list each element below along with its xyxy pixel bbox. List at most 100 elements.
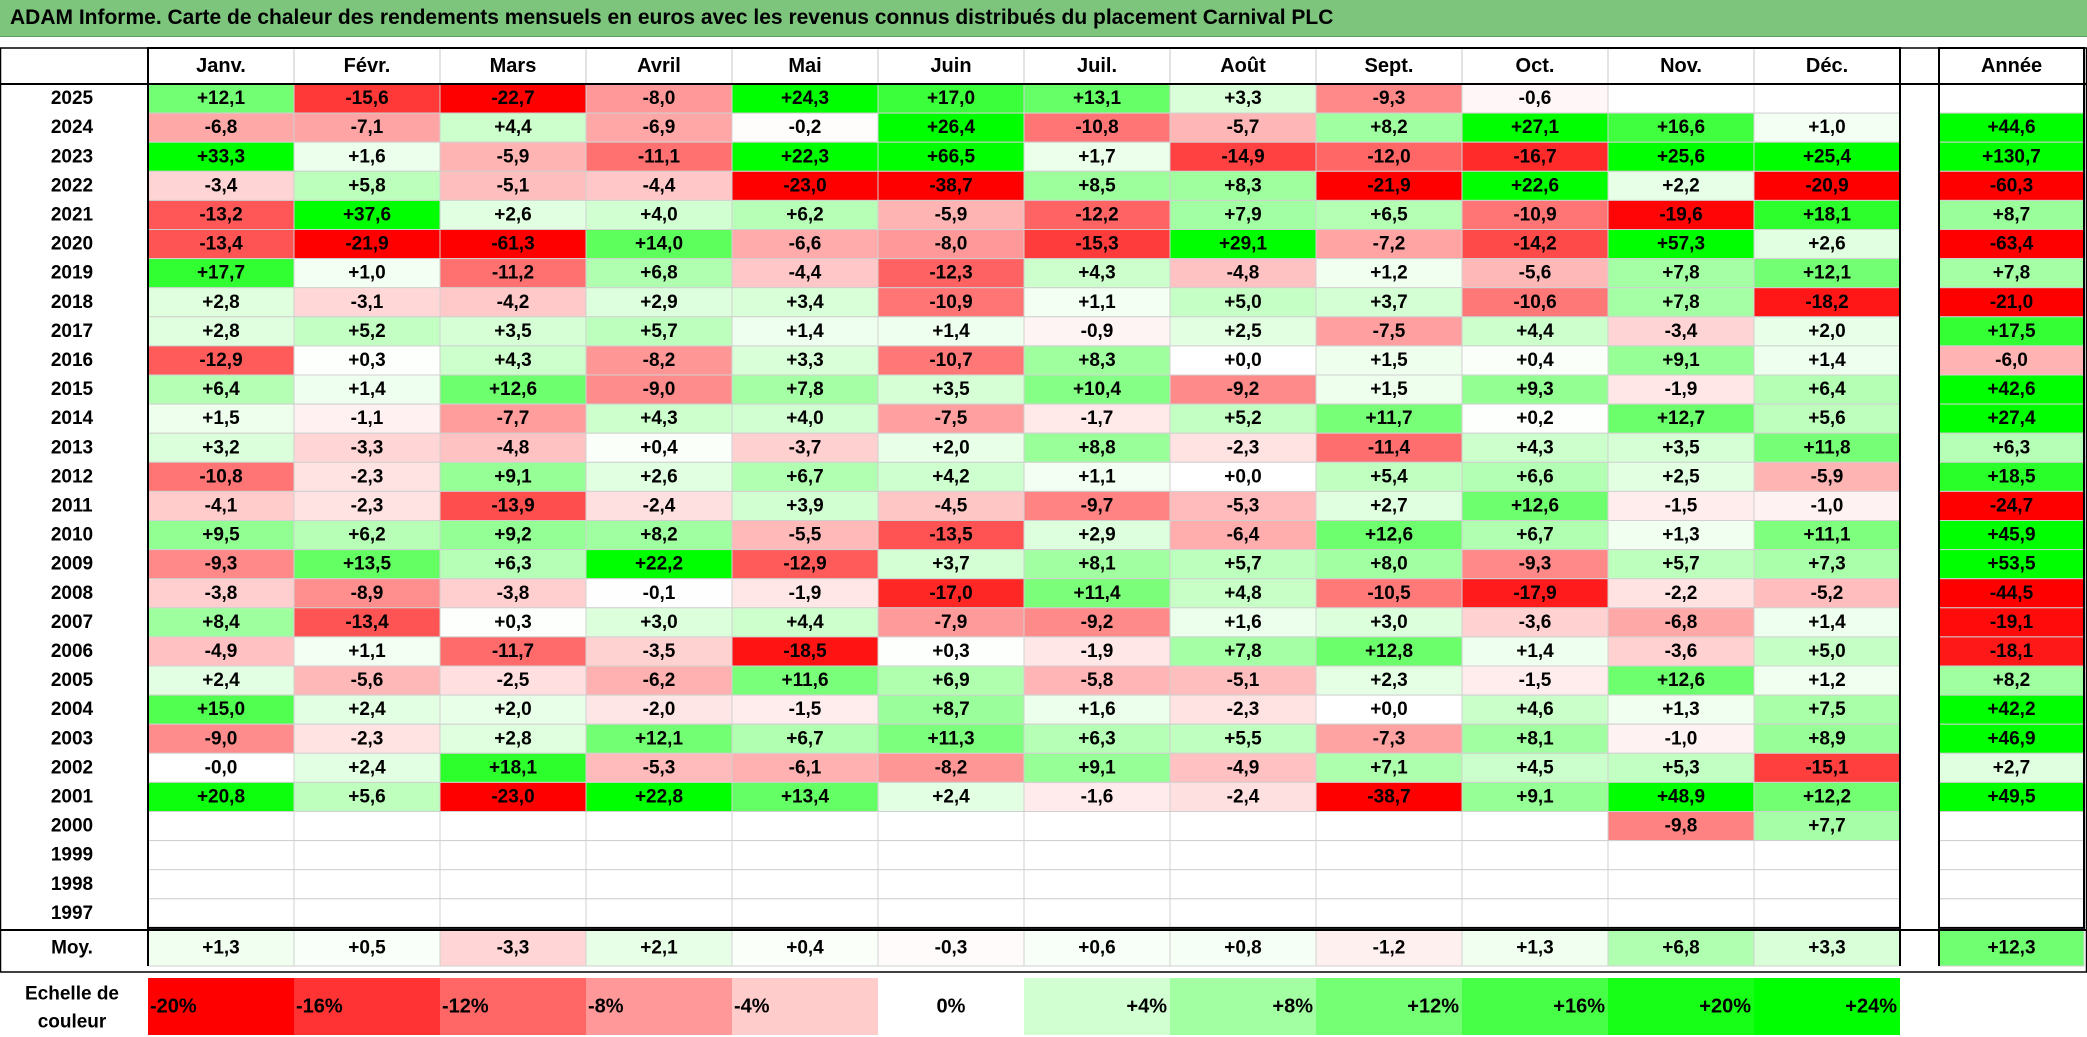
average-cell-value: +1,3 — [1516, 938, 1554, 959]
heatmap-cell-value: +29,1 — [1219, 234, 1268, 255]
annual-cell-value: +49,5 — [1987, 786, 2036, 807]
heatmap-cell — [439, 520, 587, 551]
heatmap-cell — [585, 520, 733, 551]
heatmap-cell-value: +9,1 — [1516, 786, 1554, 807]
heatmap-cell — [731, 229, 879, 260]
heatmap-cell — [147, 490, 295, 521]
heatmap-cell-value: -2,5 — [497, 670, 530, 691]
month-header-label: Sept. — [1365, 55, 1414, 77]
heatmap-cell — [293, 229, 441, 260]
year-label: 1997 — [51, 903, 93, 924]
average-cell-value: +3,3 — [1808, 938, 1846, 959]
heatmap-cell-value: -11,2 — [492, 263, 534, 284]
heatmap-cell — [1607, 840, 1755, 871]
month-header-cell — [147, 47, 295, 85]
heatmap-cell — [147, 432, 295, 463]
heatmap-cell-value: +4,4 — [494, 117, 532, 138]
heatmap-cell — [731, 141, 879, 172]
month-header-cell — [1315, 47, 1463, 85]
heatmap-cell-value: -3,1 — [351, 292, 384, 313]
heatmap-cell-value: -3,5 — [643, 641, 676, 662]
heatmap-cell-value: -61,3 — [491, 234, 534, 255]
heatmap-cell — [1169, 811, 1317, 842]
scale-swatch-label: -12% — [442, 996, 489, 1018]
heatmap-cell-value: +5,5 — [1224, 728, 1262, 749]
heatmap-cell-value: +9,3 — [1516, 379, 1554, 400]
annual-cell — [1938, 607, 2085, 638]
heatmap-cell-value: -21,9 — [345, 234, 388, 255]
heatmap-cell — [1023, 636, 1171, 667]
heatmap-cell — [1461, 898, 1609, 929]
heatmap-cell-value: -9,3 — [1519, 554, 1552, 575]
heatmap-cell — [1169, 723, 1317, 754]
heatmap-cell-value: -13,4 — [199, 234, 243, 255]
heatmap-cell-value: +12,1 — [197, 88, 246, 109]
heatmap-cell-value: -16,7 — [1513, 146, 1556, 167]
heatmap-cell-value: -6,4 — [1227, 525, 1260, 546]
heatmap-cell — [147, 723, 295, 754]
heatmap-cell — [147, 287, 295, 318]
scale-swatch-label: -4% — [734, 996, 770, 1018]
heatmap-cell — [1023, 781, 1171, 813]
heatmap-cell — [585, 83, 733, 114]
heatmap-cell-value: +0,0 — [1370, 699, 1408, 720]
heatmap-cell-value: +7,3 — [1808, 554, 1846, 575]
heatmap-cell-value: -1,9 — [1081, 641, 1114, 662]
month-header-label: Avril — [637, 55, 681, 77]
heatmap-cell — [1753, 694, 1901, 725]
heatmap-cell-value: +4,0 — [640, 204, 678, 225]
annual-cell-value: -6,0 — [1995, 350, 2028, 371]
heatmap-cell — [439, 403, 587, 434]
average-cell-value: -0,3 — [935, 938, 968, 959]
heatmap-cell-value: +7,1 — [1370, 757, 1408, 778]
heatmap-cell-value: -6,8 — [205, 117, 238, 138]
heatmap-cell-value: +27,1 — [1511, 117, 1560, 138]
heatmap-cell-value: +5,6 — [1808, 408, 1846, 429]
heatmap-cell — [1753, 898, 1901, 929]
annual-cell — [1938, 316, 2085, 347]
heatmap-cell-value: +11,4 — [1073, 583, 1120, 604]
heatmap-cell — [1169, 636, 1317, 667]
month-header-label: Mai — [788, 55, 821, 77]
heatmap-cell — [147, 636, 295, 667]
heatmap-cell-value: +0,0 — [1224, 466, 1262, 487]
heatmap-cell-value: -2,0 — [643, 699, 676, 720]
heatmap-cell — [1315, 199, 1463, 230]
heatmap-cell-value: -5,3 — [643, 757, 676, 778]
heatmap-cell-value: -9,2 — [1081, 612, 1114, 633]
heatmap-cell-value: +8,2 — [640, 525, 678, 546]
heatmap-cell — [585, 781, 733, 813]
heatmap-cell — [1607, 781, 1755, 813]
heatmap-cell — [1461, 636, 1609, 667]
heatmap-cell — [877, 520, 1025, 551]
heatmap-cell — [439, 811, 587, 842]
year-label: 2000 — [51, 816, 93, 837]
heatmap-cell — [877, 83, 1025, 114]
heatmap-cell-value: -0,1 — [643, 583, 676, 604]
heatmap-cell-value: -9,8 — [1665, 816, 1698, 837]
heatmap-cell — [1315, 374, 1463, 405]
heatmap-cell — [147, 316, 295, 347]
heatmap-cell — [1315, 83, 1463, 114]
heatmap-cell — [1753, 112, 1901, 143]
heatmap-cell-value: -9,3 — [205, 554, 238, 575]
heatmap-cell — [731, 723, 879, 754]
heatmap-cell — [1753, 141, 1901, 172]
heatmap-cell — [1461, 694, 1609, 725]
heatmap-cell-value: +4,3 — [1516, 437, 1554, 458]
heatmap-cell — [1169, 432, 1317, 463]
annual-cell-value: -63,4 — [1990, 234, 2034, 255]
heatmap-cell — [877, 112, 1025, 143]
year-label: 2002 — [51, 757, 93, 778]
heatmap-cell — [1607, 898, 1755, 929]
annual-cell-value: +6,3 — [1993, 437, 2031, 458]
heatmap-cell — [1461, 869, 1609, 900]
heatmap-cell-value: +3,0 — [1370, 612, 1408, 633]
heatmap-cell-value: +16,6 — [1657, 117, 1705, 138]
heatmap-cell-value: +10,4 — [1073, 379, 1122, 400]
heatmap-cell — [147, 549, 295, 580]
heatmap-cell-value: -3,4 — [1665, 321, 1698, 342]
year-label: 2017 — [51, 321, 93, 342]
heatmap-cell-value: +1,7 — [1078, 146, 1116, 167]
heatmap-cell-value: +6,7 — [786, 728, 824, 749]
